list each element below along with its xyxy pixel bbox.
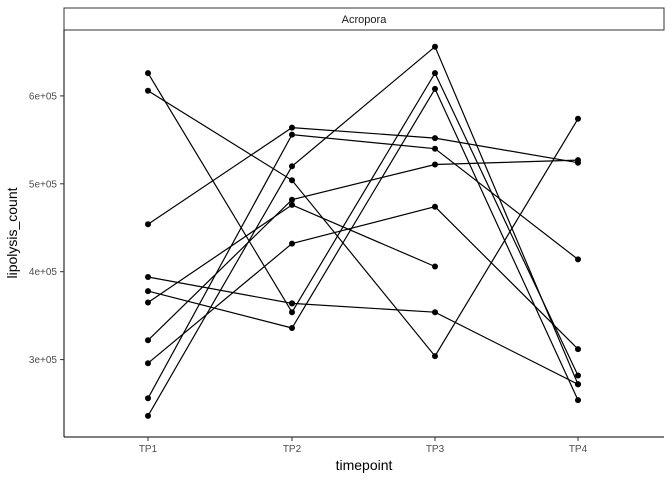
data-point: [289, 177, 295, 184]
data-point: [432, 70, 438, 77]
data-point: [145, 274, 151, 280]
data-point: [145, 395, 151, 402]
data-point: [575, 157, 581, 164]
y-tick-label: 6e+05: [29, 91, 58, 102]
data-point: [432, 203, 438, 210]
x-tick-label: TP4: [569, 444, 588, 455]
data-point: [145, 360, 151, 367]
data-point: [432, 161, 438, 168]
data-point: [289, 124, 295, 131]
data-point: [145, 412, 151, 419]
series-line-3: [147, 126, 579, 225]
data-point: [289, 196, 295, 203]
y-tick-label: 3e+05: [29, 355, 58, 366]
data-point: [575, 256, 581, 263]
data-point: [432, 135, 438, 142]
plot-area: [145, 43, 581, 419]
data-point: [575, 372, 581, 379]
data-point: [145, 221, 151, 228]
x-tick-label: TP2: [283, 444, 302, 455]
series-line-8: [147, 206, 579, 364]
series-line-5: [147, 87, 579, 401]
series-line-9: [147, 133, 579, 399]
data-point: [289, 300, 295, 307]
data-point: [145, 288, 151, 295]
data-point: [575, 381, 581, 388]
data-point: [575, 346, 581, 353]
data-point: [145, 87, 151, 94]
x-tick-label: TP1: [139, 444, 158, 455]
facet-label: Acropora: [342, 14, 388, 26]
x-axis-title: timepoint: [336, 457, 393, 473]
facet-strip: [63, 7, 665, 31]
data-point: [145, 337, 151, 344]
data-point: [575, 397, 581, 404]
data-point: [432, 309, 438, 316]
data-point: [145, 70, 151, 77]
series-line-6: [147, 204, 436, 303]
x-axis: TP1 TP2 TP3 TP4: [139, 437, 588, 455]
data-point: [145, 299, 151, 306]
data-point: [432, 263, 438, 270]
data-point: [432, 43, 438, 50]
series-line-2: [147, 90, 579, 358]
y-tick-label: 5e+05: [29, 179, 58, 190]
y-axis: 3e+05 4e+05 5e+05 6e+05: [29, 91, 64, 366]
data-point: [289, 201, 295, 208]
data-point: [575, 115, 581, 122]
series-line-7: [147, 159, 579, 341]
data-point: [289, 163, 295, 170]
series-line-10: [147, 45, 579, 417]
series-line-4: [147, 276, 579, 385]
x-tick-label: TP3: [426, 444, 445, 455]
data-point: [289, 131, 295, 138]
data-point: [432, 85, 438, 92]
data-point: [289, 240, 295, 247]
data-point: [432, 145, 438, 152]
data-point: [432, 353, 438, 360]
data-point: [289, 309, 295, 316]
y-axis-title: lipolysis_count: [4, 187, 20, 278]
y-tick-label: 4e+05: [29, 267, 58, 278]
data-point: [289, 325, 295, 331]
series-line-1: [147, 71, 579, 376]
